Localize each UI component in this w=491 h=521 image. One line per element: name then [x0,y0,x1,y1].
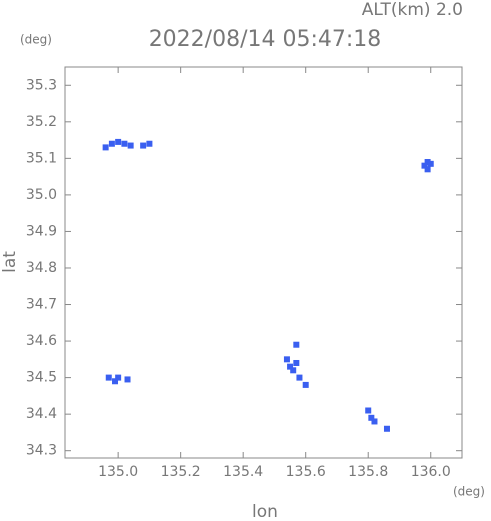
echo-point [124,376,131,383]
echo-point [105,374,112,381]
echo-point [371,418,378,425]
echo-point [108,140,115,147]
x-tick-label: 136.0 [411,464,451,480]
y-tick-label: 35.1 [26,150,57,166]
y-tick-label: 34.5 [26,370,57,386]
echo-point [421,162,428,169]
echo-point [365,407,372,414]
y-tick-label: 34.9 [26,223,57,239]
echo-point [102,144,109,151]
echo-point [287,363,294,370]
echo-point [283,356,290,363]
echo-point [368,414,375,421]
echo-point [424,159,431,166]
y-tick-label: 34.7 [26,297,57,313]
echo-point [140,142,147,149]
x-axis-label: lon [252,502,278,521]
echo-point [383,425,390,432]
y-unit: (deg) [20,33,52,47]
echo-point [296,374,303,381]
y-tick-label: 34.3 [26,443,57,459]
x-tick-label: 135.0 [98,464,138,480]
y-tick-label: 34.4 [26,406,57,422]
chart-title: 2022/08/14 05:47:18 [149,27,382,52]
echo-point [427,160,434,167]
echo-point [112,378,119,385]
echo-point [146,140,153,147]
x-tick-label: 135.8 [348,464,388,480]
echo-point [290,367,297,374]
x-tick-label: 135.4 [223,464,263,480]
echo-point [115,374,122,381]
echo-point [293,341,300,348]
y-tick-label: 34.8 [26,260,57,276]
x-tick-label: 135.2 [161,464,201,480]
y-axis-label: lat [0,251,20,273]
echo-point [424,166,431,173]
y-tick-label: 35.0 [26,187,57,203]
x-unit: (deg) [453,485,485,499]
echo-point [115,138,122,145]
echo-point [127,142,134,149]
echo-point [121,140,128,147]
chart-subtitle: ALT(km) 2.0 [362,0,463,20]
echo-point [293,359,300,366]
plot-frame [64,66,463,459]
y-tick-label: 35.2 [26,114,57,130]
y-tick-label: 34.6 [26,333,57,349]
echo-point [302,381,309,388]
x-tick-label: 135.6 [286,464,326,480]
y-tick-label: 35.3 [26,77,57,93]
